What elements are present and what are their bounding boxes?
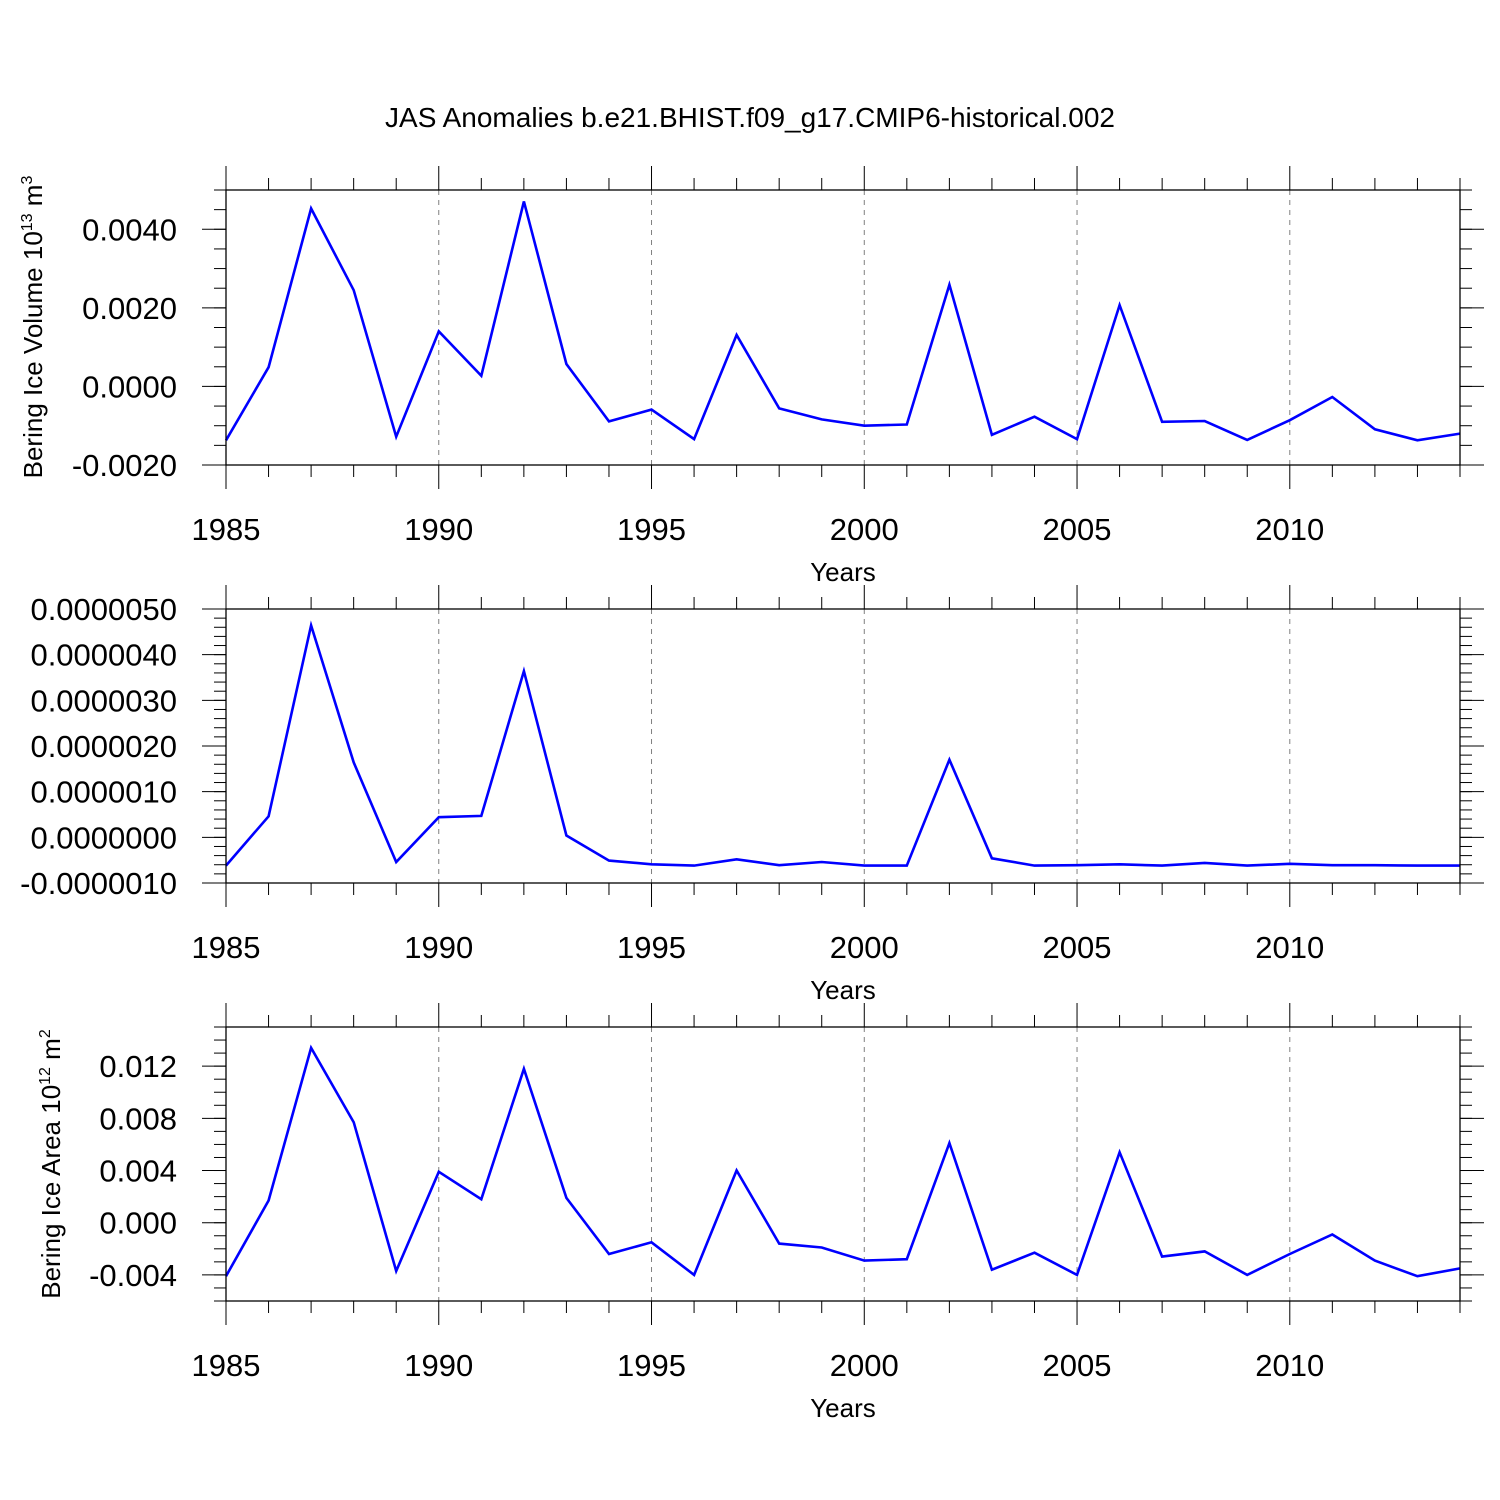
- y-tick-label: -0.0000010: [20, 866, 177, 901]
- plot-frame: [225, 1026, 1461, 1302]
- chart-title: JAS Anomalies b.e21.BHIST.f09_g17.CMIP6-…: [385, 102, 1115, 133]
- y-axis-label-unit-exponent: 2: [37, 1029, 54, 1038]
- x-tick-label: 1995: [617, 512, 686, 547]
- x-tick-label: 2000: [830, 512, 899, 547]
- panel-ice-volume: -0.0020 0.0000 0.0020 0.0040 1985 1990 1995 200…: [18, 166, 1484, 587]
- panel-ice-middle: -0.0000010 0.0000000 0.0000010 0.0000020 0.0…: [20, 585, 1484, 1005]
- plot-frame: [225, 608, 1461, 884]
- y-tick-label: 0.004: [99, 1154, 177, 1189]
- x-axis-label: Years: [810, 557, 876, 587]
- x-tick-label: 1995: [617, 930, 686, 965]
- y-axis-label-text: Bering Ice Area 10: [36, 1085, 66, 1299]
- x-tick-label: 1985: [192, 512, 261, 547]
- series-line: [225, 620, 1460, 867]
- y-tick-label: 0.0000030: [30, 683, 177, 718]
- x-tick-label: 1985: [192, 1348, 261, 1383]
- y-tick-label: 0.0040: [82, 212, 177, 247]
- y-axis-label-unit: m: [36, 1038, 66, 1067]
- x-tick-label: 1990: [404, 512, 473, 547]
- y-tick-label: 0.0000050: [30, 592, 177, 627]
- series-line: [224, 201, 1461, 442]
- y-tick-label: -0.0020: [72, 448, 177, 483]
- y-axis-label-unit: m: [18, 185, 48, 214]
- y-tick-label: 0.0000040: [30, 638, 177, 673]
- y-tick-label: -0.004: [89, 1258, 177, 1293]
- y-axis-label: Bering Ice Area 1012 m2: [36, 1029, 66, 1299]
- x-axis-label: Years: [810, 1393, 876, 1423]
- x-tick-label: 2005: [1043, 1348, 1112, 1383]
- y-tick-label: 0.0000020: [30, 729, 177, 764]
- y-tick-label: 0.0000: [82, 369, 177, 404]
- x-tick-label: 1990: [404, 1348, 473, 1383]
- y-axis-label: Bering Ice Volume 1013 m3: [18, 176, 48, 479]
- x-tick-label: 2005: [1043, 512, 1112, 547]
- y-tick-label: 0.0000010: [30, 775, 177, 810]
- y-axis-label-text: Bering Ice Volume 10: [18, 231, 48, 478]
- y-tick-label: 0.0000000: [30, 820, 177, 855]
- panel-ice-area: -0.004 0.000 0.004 0.008 0.012 1985 1990 1995 20…: [36, 1003, 1484, 1423]
- x-tick-label: 2010: [1255, 512, 1324, 547]
- y-tick-label: 0.008: [99, 1101, 177, 1136]
- x-tick-label: 2000: [830, 930, 899, 965]
- x-tick-label: 1990: [404, 930, 473, 965]
- y-tick-label: 0.012: [99, 1049, 177, 1084]
- series-line: [224, 1044, 1461, 1278]
- x-tick-label: 2005: [1043, 930, 1112, 965]
- x-tick-label: 1995: [617, 1348, 686, 1383]
- y-axis-label-exponent: 12: [37, 1067, 54, 1085]
- y-tick-label: 0.000: [99, 1206, 177, 1241]
- y-axis-label-unit-exponent: 3: [19, 176, 36, 185]
- y-axis-label-exponent: 13: [19, 213, 36, 231]
- x-axis-label: Years: [810, 975, 876, 1005]
- x-tick-label: 2010: [1255, 930, 1324, 965]
- plot-frame: [225, 189, 1461, 466]
- x-tick-label: 2000: [830, 1348, 899, 1383]
- y-tick-label: 0.0020: [82, 291, 177, 326]
- x-tick-label: 1985: [192, 930, 261, 965]
- x-tick-label: 2010: [1255, 1348, 1324, 1383]
